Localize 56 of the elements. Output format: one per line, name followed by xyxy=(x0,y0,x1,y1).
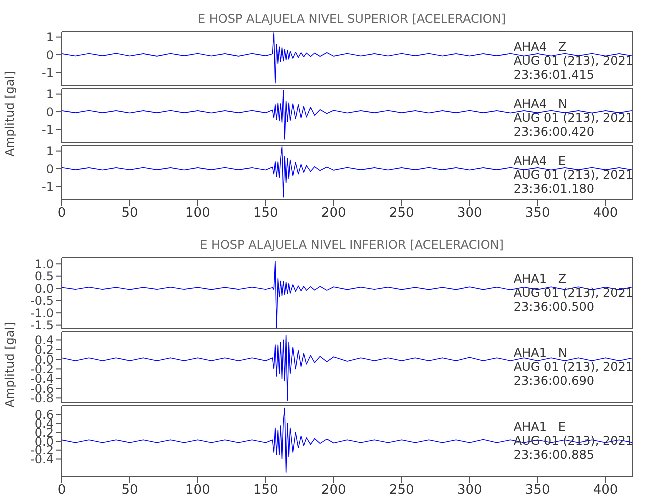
y-tick-label: 0.5 xyxy=(34,270,54,284)
y-tick-label: 0 xyxy=(46,105,54,120)
line-series xyxy=(62,32,633,84)
annotation: 23:36:00.690 xyxy=(514,374,596,388)
y-tick-label: -1 xyxy=(42,180,54,194)
annotation: AHA4 E xyxy=(514,154,567,168)
annotation: AUG 01 (213), 2021 xyxy=(514,111,634,125)
y-tick-label: 1 xyxy=(46,144,54,159)
y-tick-label: 1 xyxy=(46,30,54,45)
x-tick-label: 300 xyxy=(457,483,482,498)
x-tick-label: 250 xyxy=(389,483,414,498)
x-tick-label: 50 xyxy=(122,206,138,222)
annotation: AUG 01 (213), 2021 xyxy=(514,360,634,374)
annotation: 23:36:00.885 xyxy=(514,448,596,462)
x-tick-label: 350 xyxy=(525,483,550,498)
chart-title: E HOSP ALAJUELA NIVEL SUPERIOR [ACELERACION] xyxy=(196,11,508,28)
annotation: 23:36:01.180 xyxy=(514,182,596,196)
x-tick-label: 350 xyxy=(525,206,550,222)
y-tick-label: -1 xyxy=(42,122,54,137)
x-tick-label: 100 xyxy=(186,483,210,498)
x-tick-label: 400 xyxy=(593,483,618,498)
y-tick-label: 0 xyxy=(46,162,54,176)
y-tick-label: -1.0 xyxy=(30,306,54,320)
annotation: 23:36:00.420 xyxy=(514,125,596,139)
x-tick-label: 150 xyxy=(254,206,278,222)
annotation: AHA4 Z xyxy=(514,40,568,54)
annotation: AUG 01 (213), 2021 xyxy=(514,54,634,68)
annotation: AHA4 N xyxy=(514,97,568,111)
chart-title: E HOSP ALAJUELA NIVEL INFERIOR [ACELERACION] xyxy=(199,237,505,254)
annotation: 23:36:01.415 xyxy=(514,68,596,82)
annotation: AHA1 Z xyxy=(514,272,568,286)
y-tick-label: 0.0 xyxy=(34,282,54,296)
x-tick-label: 250 xyxy=(389,206,414,222)
annotation: AUG 01 (213), 2021 xyxy=(514,168,634,182)
y-axis-title: Amplitud [gal] xyxy=(3,321,17,410)
y-tick-label: -1.5 xyxy=(30,318,54,333)
x-tick-label: 0 xyxy=(58,483,66,498)
x-tick-label: 150 xyxy=(254,483,278,498)
line-series xyxy=(62,334,633,401)
x-tick-label: 100 xyxy=(186,206,210,222)
x-tick-label: 0 xyxy=(58,206,66,222)
y-tick-label: -1 xyxy=(42,66,54,80)
y-tick-label: -0.5 xyxy=(30,294,54,308)
annotation: AUG 01 (213), 2021 xyxy=(514,286,634,300)
y-tick-label: 0 xyxy=(46,48,54,62)
x-tick-label: 50 xyxy=(122,483,138,498)
y-tick-label: 1.0 xyxy=(34,257,54,272)
y-tick-label: 1 xyxy=(46,88,54,102)
annotation: 23:36:00.500 xyxy=(514,300,596,314)
annotation: AHA1 E xyxy=(514,420,567,434)
y-axis-title: Amplitud [gal] xyxy=(3,70,17,158)
x-tick-label: 300 xyxy=(457,206,482,222)
x-tick-label: 200 xyxy=(321,483,346,498)
x-tick-label: 400 xyxy=(593,206,618,222)
annotation: AHA1 N xyxy=(514,346,568,360)
x-tick-label: 200 xyxy=(321,206,346,222)
